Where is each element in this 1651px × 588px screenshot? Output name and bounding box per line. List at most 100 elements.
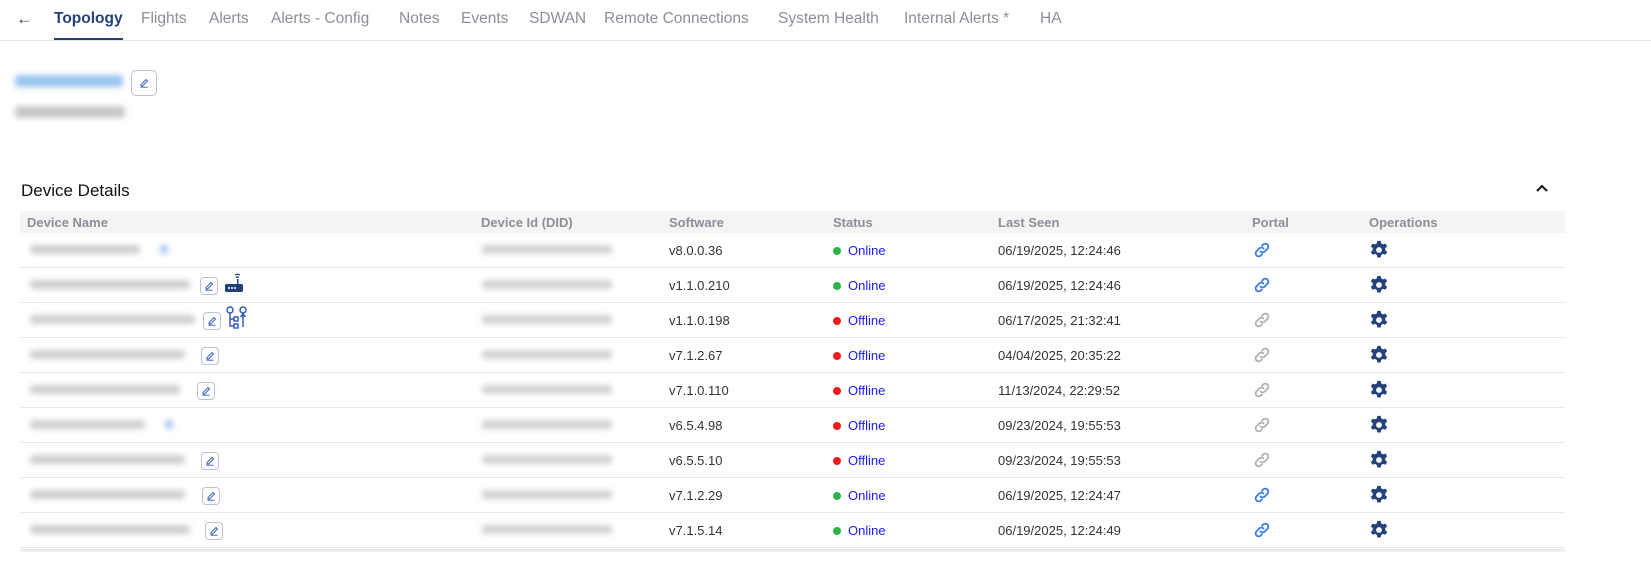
portal-link-icon (1253, 346, 1271, 367)
tab-alerts-config[interactable]: Alerts - Config (271, 10, 370, 27)
chevron-up-icon[interactable] (1534, 180, 1550, 196)
gear-icon[interactable] (1369, 345, 1389, 368)
column-header[interactable]: Status (833, 215, 873, 230)
device-name[interactable] (30, 525, 190, 534)
software-version: v1.1.0.198 (669, 313, 730, 328)
tab-internal-alerts[interactable]: Internal Alerts * (904, 10, 1010, 27)
gear-icon[interactable] (1369, 380, 1389, 403)
gear-icon[interactable] (1369, 485, 1389, 508)
table-row[interactable]: v6.5.5.10 Offline 09/23/2024, 19:55:53 (20, 443, 1565, 478)
pencil-icon (205, 281, 214, 291)
portal-link-icon[interactable] (1253, 486, 1271, 507)
table-row[interactable]: v1.1.0.198 Offline 06/17/2025, 21:32:41 (20, 303, 1565, 338)
status: Online (833, 278, 886, 293)
column-header[interactable]: Device Id (DID) (481, 215, 573, 230)
table-row[interactable]: v7.1.2.29 Online 06/19/2025, 12:24:47 (20, 478, 1565, 513)
tab-flights[interactable]: Flights (141, 10, 187, 27)
software-version: v1.1.0.210 (669, 278, 730, 293)
status: Online (833, 488, 886, 503)
software-version: v8.0.0.36 (669, 243, 723, 258)
status: Offline (833, 453, 885, 468)
edit-device-icon[interactable] (165, 420, 173, 429)
status: Offline (833, 383, 885, 398)
status-label: Offline (848, 418, 886, 433)
status-dot (833, 457, 841, 465)
table-row[interactable]: v7.1.0.110 Offline 11/13/2024, 22:29:52 (20, 373, 1565, 408)
gear-icon[interactable] (1369, 415, 1389, 438)
device-name[interactable] (30, 245, 140, 254)
status-dot (833, 282, 841, 290)
software-version: v7.1.2.29 (669, 488, 723, 503)
software-version: v7.1.0.110 (669, 383, 729, 398)
column-header[interactable]: Device Name (27, 215, 108, 230)
tab-events[interactable]: Events (461, 10, 509, 27)
edit-device-button[interactable] (203, 312, 221, 330)
portal-link-icon[interactable] (1253, 521, 1271, 542)
tab-topology[interactable]: Topology (54, 10, 123, 40)
device-id (482, 280, 612, 289)
last-seen: 06/19/2025, 12:24:47 (998, 488, 1121, 503)
software-version: v6.5.4.98 (669, 418, 723, 433)
tab-sdwan[interactable]: SDWAN (529, 10, 587, 27)
software-version: v6.5.5.10 (669, 453, 723, 468)
status-label: Offline (848, 383, 886, 398)
pencil-icon (208, 316, 217, 326)
column-header[interactable]: Last Seen (998, 215, 1060, 230)
tab-bar: ← Topology Flights Alerts Alerts - Config No… (0, 0, 1651, 41)
gear-icon[interactable] (1369, 240, 1389, 263)
device-table: Device Name Device Id (DID) Software Status… (20, 211, 1565, 548)
tab-alerts[interactable]: Alerts (209, 10, 249, 27)
status: Offline (833, 348, 885, 363)
portal-link-icon[interactable] (1253, 276, 1271, 297)
device-name[interactable] (30, 455, 185, 464)
last-seen: 06/17/2025, 21:32:41 (998, 313, 1121, 328)
edit-device-button[interactable] (205, 522, 223, 540)
column-header[interactable]: Software (669, 215, 724, 230)
pencil-icon (206, 456, 215, 466)
table-row[interactable]: v8.0.0.36 Online 06/19/2025, 12:24:46 (20, 233, 1565, 268)
portal-link-icon[interactable] (1253, 241, 1271, 262)
device-name[interactable] (30, 385, 180, 394)
status-dot (833, 387, 841, 395)
table-row[interactable]: v1.1.0.210 Online 06/19/2025, 12:24:46 (20, 268, 1565, 303)
column-header[interactable]: Operations (1369, 215, 1438, 230)
edit-device-button[interactable] (201, 452, 219, 470)
back-arrow-icon[interactable]: ← (16, 9, 33, 28)
device-name[interactable] (30, 420, 145, 429)
tab-ha[interactable]: HA (1040, 10, 1062, 27)
edit-device-button[interactable] (197, 382, 215, 400)
gear-icon[interactable] (1369, 450, 1389, 473)
last-seen: 06/19/2025, 12:24:46 (998, 278, 1121, 293)
status-label: Online (848, 523, 886, 538)
status-dot (833, 352, 841, 360)
edit-device-button[interactable] (201, 347, 219, 365)
gear-icon[interactable] (1369, 310, 1389, 333)
pencil-icon (210, 526, 219, 536)
tab-remote-connections[interactable]: Remote Connections (604, 10, 749, 27)
section-title: Device Details (21, 181, 130, 200)
table-row[interactable]: v6.5.4.98 Offline 09/23/2024, 19:55:53 (20, 408, 1565, 443)
portal-link-icon (1253, 451, 1271, 472)
site-name-link[interactable] (15, 75, 123, 87)
tab-notes[interactable]: Notes (399, 10, 440, 27)
device-id (482, 420, 612, 429)
edit-device-icon[interactable] (160, 245, 168, 254)
device-id (482, 490, 612, 499)
device-id (482, 525, 612, 534)
status: Offline (833, 313, 885, 328)
device-name[interactable] (30, 350, 185, 359)
edit-device-button[interactable] (200, 277, 218, 295)
tab-system-health[interactable]: System Health (778, 10, 879, 27)
table-row[interactable]: v7.1.2.67 Offline 04/04/2025, 20:35:22 (20, 338, 1565, 373)
edit-site-button[interactable] (131, 70, 157, 96)
device-name[interactable] (30, 490, 185, 499)
device-name[interactable] (30, 280, 190, 289)
status-dot (833, 247, 841, 255)
gear-icon[interactable] (1369, 275, 1389, 298)
table-row[interactable]: v7.1.5.14 Online 06/19/2025, 12:24:49 (20, 513, 1565, 548)
portal-link-icon (1253, 381, 1271, 402)
device-name[interactable] (30, 315, 195, 324)
gear-icon[interactable] (1369, 520, 1389, 543)
edit-device-button[interactable] (202, 487, 220, 505)
column-header[interactable]: Portal (1252, 215, 1289, 230)
